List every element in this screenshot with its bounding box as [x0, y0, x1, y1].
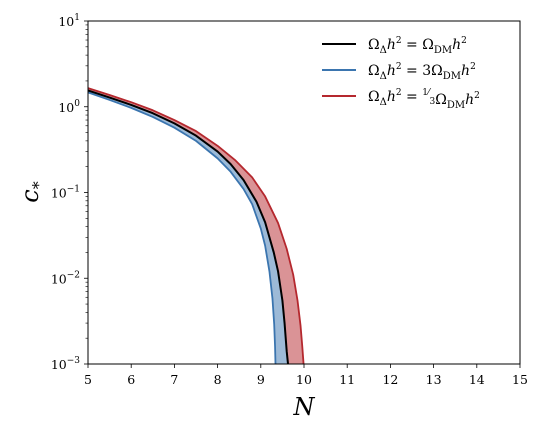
legend: ΩΔh2 = ΩDMh2 ΩΔh2 = 3ΩDMh2 ΩΔh2 = 1⁄3ΩDMh2 — [322, 36, 480, 111]
series-line-0 — [87, 89, 290, 365]
x-tick-label: 11 — [339, 372, 355, 387]
legend-label: ΩΔh2 = 3ΩDMh2 — [368, 62, 476, 82]
upper-uncertainty-band — [88, 88, 304, 364]
x-tick-label: 10 — [296, 372, 312, 387]
y-tick-label: 10−1 — [51, 185, 80, 201]
x-axis: 5 6 7 8 9 10 11 12 13 14 15 — [84, 364, 528, 387]
y-tick-label: 100 — [58, 99, 80, 115]
legend-entry: ΩΔh2 = ΩDMh2 — [322, 36, 467, 56]
y-axis: 10−3 10−2 10−1 100 101 — [51, 13, 88, 372]
x-tick-label: 7 — [170, 372, 178, 387]
y-axis-title: c* — [16, 181, 48, 202]
y-tick-label: 101 — [58, 13, 80, 29]
series-line-1 — [87, 91, 277, 365]
x-tick-label: 12 — [382, 372, 398, 387]
legend-entry: ΩΔh2 = 3ΩDMh2 — [322, 62, 476, 82]
x-tick-label: 15 — [512, 372, 528, 387]
y-tick-label: 10−3 — [51, 356, 80, 372]
plot-frame — [87, 20, 521, 365]
x-axis-title: N — [293, 393, 316, 421]
x-tick-label: 8 — [214, 372, 222, 387]
series-line-2 — [87, 87, 305, 365]
plot-area — [87, 87, 305, 365]
legend-entry: ΩΔh2 = 1⁄3ΩDMh2 — [322, 88, 480, 111]
y-tick-label: 10−2 — [51, 270, 80, 286]
x-tick-label: 5 — [84, 372, 92, 387]
x-tick-label: 13 — [426, 372, 442, 387]
x-tick-label: 14 — [469, 372, 485, 387]
x-tick-label: 9 — [257, 372, 265, 387]
legend-label: ΩΔh2 = ΩDMh2 — [368, 36, 467, 56]
legend-label: ΩΔh2 = 1⁄3ΩDMh2 — [368, 88, 480, 111]
x-tick-label: 6 — [127, 372, 135, 387]
